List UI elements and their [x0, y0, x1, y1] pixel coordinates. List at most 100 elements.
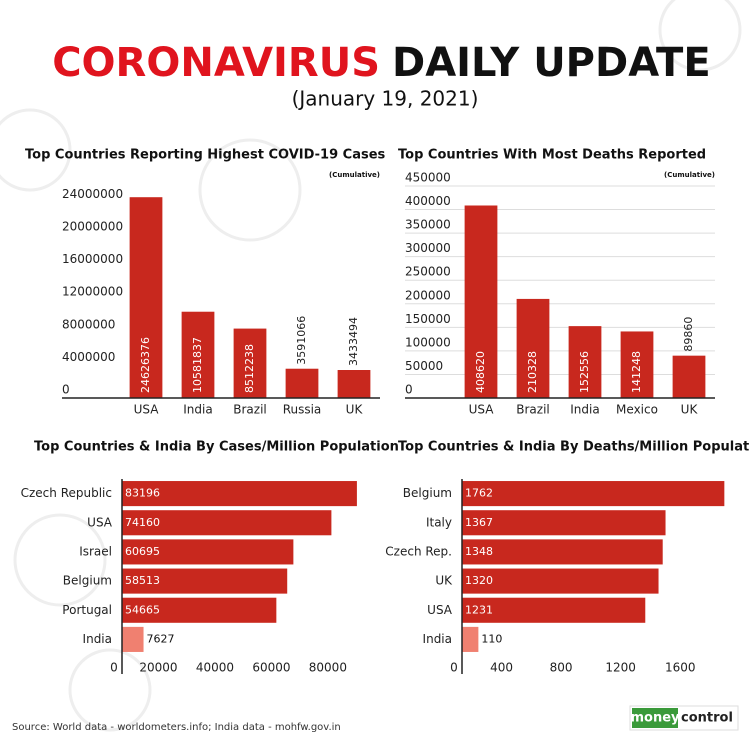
x-tick-label: Russia [283, 403, 322, 417]
bar [462, 568, 659, 594]
logo-green [632, 708, 678, 728]
virus-icon [658, 0, 742, 72]
x-tick-label: USA [134, 403, 160, 417]
virus-icon [0, 108, 72, 192]
bar [464, 205, 498, 398]
bar [122, 568, 288, 594]
bar [181, 311, 215, 398]
value-label: 1762 [465, 487, 493, 500]
y-tick-label: 350000 [405, 218, 451, 232]
value-label: 24626376 [139, 337, 152, 393]
bar [620, 331, 654, 398]
y-tick-label: Belgium [403, 486, 452, 500]
x-tick-label: Mexico [616, 403, 658, 417]
y-tick-label: Italy [426, 515, 452, 529]
bar [122, 539, 294, 565]
y-tick-label: 150000 [405, 312, 451, 326]
bar [462, 539, 663, 565]
x-tick-label: India [183, 403, 212, 417]
value-label: 210328 [526, 351, 539, 393]
x-tick-label: India [570, 403, 599, 417]
chart-title: Top Countries & India By Deaths/Million … [398, 440, 750, 455]
y-tick-label: 250000 [405, 265, 451, 279]
x-tick-label: UK [346, 403, 364, 417]
bar [122, 510, 332, 536]
y-tick-label: 0 [405, 383, 413, 397]
bar [462, 626, 479, 652]
title-black: DAILY UPDATE [392, 40, 711, 86]
value-label: 110 [481, 632, 502, 645]
value-label: 1367 [465, 516, 493, 529]
value-label: 8512238 [243, 344, 256, 393]
virus-icon [198, 138, 302, 242]
bar [672, 355, 706, 398]
y-tick-label: 200000 [405, 288, 451, 302]
x-tick-label: 0 [450, 661, 458, 675]
value-label: 408620 [474, 351, 487, 393]
bar [129, 197, 163, 398]
value-label: 10581837 [191, 337, 204, 393]
bar [462, 597, 646, 623]
bar [462, 481, 725, 507]
x-tick-label: 20000 [139, 661, 177, 675]
y-tick-label: Belgium [63, 574, 112, 588]
x-tick-label: USA [469, 403, 495, 417]
bar [122, 597, 277, 623]
y-tick-label: USA [427, 603, 453, 617]
value-label: 7627 [147, 632, 175, 645]
x-tick-label: 0 [110, 661, 118, 675]
y-tick-label: 400000 [405, 194, 451, 208]
bar [122, 481, 357, 507]
x-tick-label: UK [681, 403, 699, 417]
x-tick-label: 40000 [196, 661, 234, 675]
value-label: 1231 [465, 603, 493, 616]
y-tick-label: 0 [62, 383, 70, 397]
y-tick-label: Israel [79, 544, 112, 558]
y-tick-label: Portugal [62, 603, 112, 617]
y-tick-label: UK [435, 574, 453, 588]
date: (January 19, 2021) [292, 87, 479, 111]
logo-text: money [630, 711, 680, 726]
y-tick-label: 450000 [405, 171, 451, 185]
chart-title: Top Countries Reporting Highest COVID-19… [25, 148, 386, 163]
title-red: CORONAVIRUS [52, 40, 380, 86]
x-tick-label: 80000 [309, 661, 347, 675]
x-tick-label: 400 [490, 661, 513, 675]
bar [568, 326, 602, 398]
value-label: 83196 [125, 487, 160, 500]
x-tick-label: 1200 [605, 661, 636, 675]
y-tick-label: 300000 [405, 241, 451, 255]
chart-title: Top Countries & India By Cases/Million P… [34, 440, 399, 455]
bar [516, 298, 550, 398]
bar [462, 510, 666, 536]
value-label: 54665 [125, 603, 160, 616]
y-tick-label: USA [87, 515, 113, 529]
value-label: 152556 [578, 351, 591, 393]
value-label: 1320 [465, 574, 493, 587]
y-tick-label: 4000000 [62, 350, 115, 364]
chart-subtitle: (Cumulative) [664, 171, 715, 179]
virus-icon [68, 648, 152, 732]
value-label: 3433494 [347, 317, 360, 366]
value-label: 58513 [125, 574, 160, 587]
y-tick-label: 8000000 [62, 317, 115, 331]
bar [122, 626, 144, 652]
source: Source: World data - worldometers.info; … [12, 722, 341, 733]
chart-title: Top Countries With Most Deaths Reported [398, 148, 706, 163]
y-tick-label: Czech Republic [21, 486, 112, 500]
x-tick-label: 60000 [252, 661, 290, 675]
value-label: 3591066 [295, 316, 308, 365]
chart-subtitle: (Cumulative) [329, 171, 380, 179]
y-tick-label: India [83, 632, 112, 646]
bar [233, 328, 267, 398]
y-tick-label: 24000000 [62, 187, 123, 201]
bar [337, 370, 371, 398]
value-label: 141248 [630, 351, 643, 393]
y-tick-label: 12000000 [62, 285, 123, 299]
y-tick-label: 20000000 [62, 219, 123, 233]
value-label: 74160 [125, 516, 160, 529]
decoration [0, 0, 742, 732]
x-tick-label: Brazil [516, 403, 550, 417]
value-label: 1348 [465, 545, 493, 558]
